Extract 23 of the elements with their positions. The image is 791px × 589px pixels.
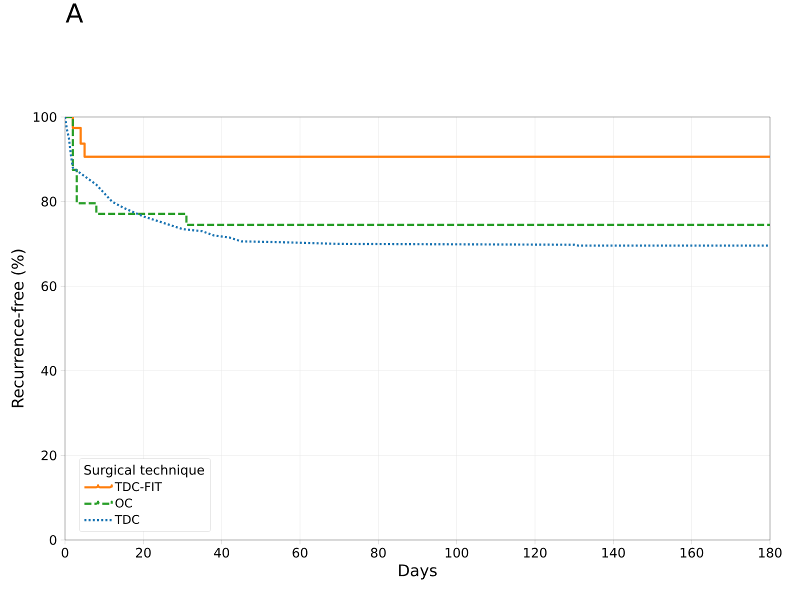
x-tick-label: 160 bbox=[680, 548, 704, 558]
y-tick-label: 80 bbox=[42, 196, 56, 207]
x-tick-label: 180 bbox=[759, 548, 782, 558]
y-tick-label: 0 bbox=[50, 535, 56, 545]
x-tick-label: 60 bbox=[292, 548, 308, 558]
y-tick-label: 20 bbox=[42, 450, 56, 460]
y-axis-title: Recurrence-free (%) bbox=[11, 250, 26, 408]
x-tick-label: 0 bbox=[62, 548, 68, 558]
y-tick-label: 60 bbox=[42, 281, 56, 292]
legend-label: OC bbox=[115, 498, 132, 508]
x-tick-label: 80 bbox=[370, 548, 386, 558]
x-tick-label: 100 bbox=[446, 548, 468, 558]
legend-label: TDC bbox=[114, 514, 140, 524]
x-axis-title: Days bbox=[399, 564, 437, 580]
x-tick-label: 120 bbox=[524, 548, 547, 558]
chart-title: A bbox=[66, 4, 84, 22]
legend-title: Surgical technique bbox=[84, 464, 204, 478]
x-tick-label: 140 bbox=[602, 548, 625, 558]
y-tick-label: 100 bbox=[34, 112, 56, 122]
x-tick-label: 40 bbox=[214, 548, 230, 558]
x-tick-label: 20 bbox=[136, 548, 151, 558]
y-tick-label: 40 bbox=[41, 366, 56, 376]
legend-label: TDC-FIT bbox=[114, 482, 162, 492]
